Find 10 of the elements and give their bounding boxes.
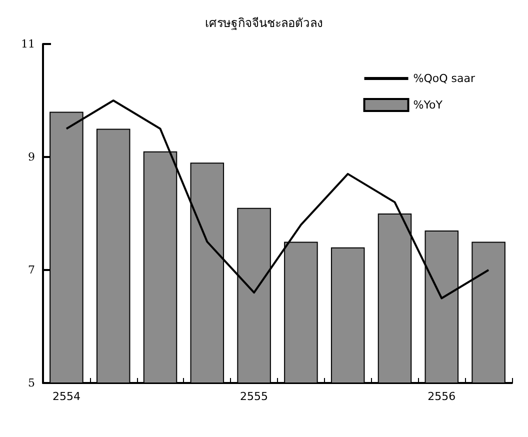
y-tick-label: 9 — [28, 150, 35, 164]
chart-title: เศรษฐกิจจีนชะลอตัวลง — [205, 16, 323, 30]
x-tick-label: 2555 — [240, 390, 268, 403]
y-tick-label: 7 — [28, 264, 35, 276]
legend-label: %YoY — [413, 98, 443, 112]
x-tick-label: 2554 — [52, 390, 80, 403]
y-tick-label: 11 — [21, 38, 35, 50]
legend-label: %QoQ saar — [413, 72, 476, 85]
x-tick-label: 2556 — [428, 390, 456, 403]
y-tick-label: 5 — [28, 376, 35, 390]
